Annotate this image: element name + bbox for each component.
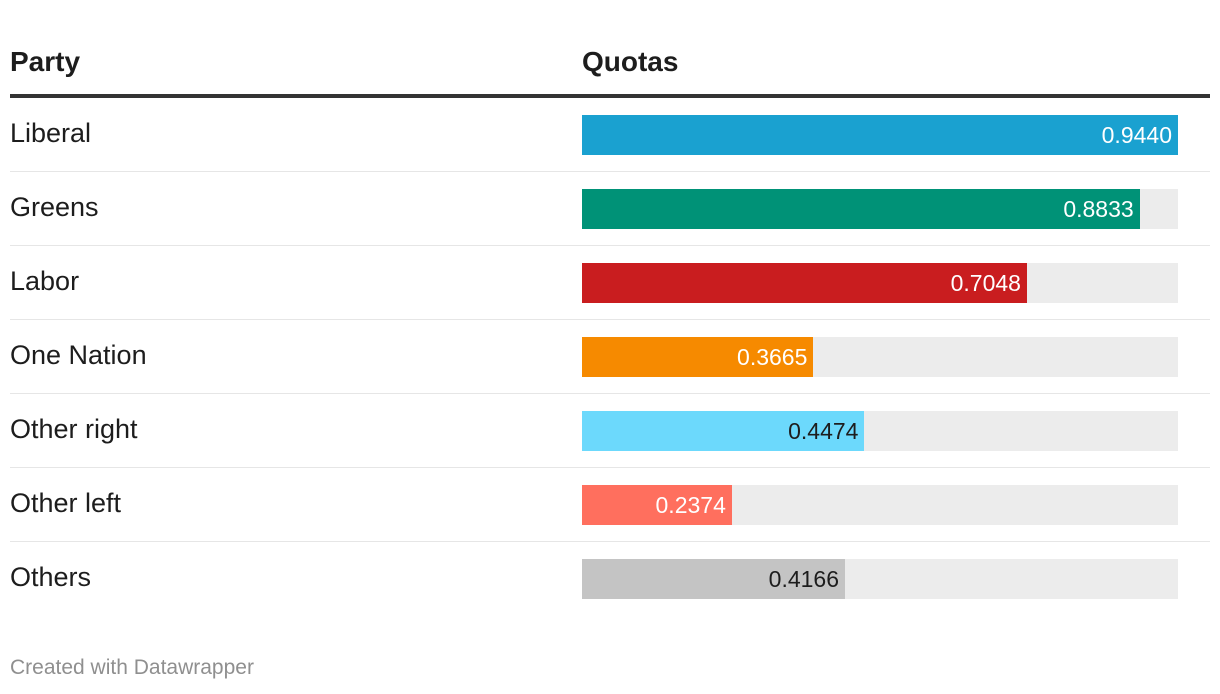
bar-value-label: 0.4166 <box>768 566 840 592</box>
header-quotas: Quotas <box>582 46 679 77</box>
bar-track: 0.8833 <box>582 189 1178 229</box>
table-row: Labor 0.7048 <box>10 246 1210 320</box>
party-label: Others <box>10 562 92 592</box>
bar: 0.7048 <box>582 263 1027 303</box>
bar: 0.8833 <box>582 189 1140 229</box>
table-header: Party Quotas <box>10 28 1210 98</box>
table-body: Liberal 0.9440 Greens 0.8833 Labor 0.7048 One … <box>10 98 1210 616</box>
table-row: Others 0.4166 <box>10 542 1210 616</box>
party-label: Other right <box>10 414 138 444</box>
bar: 0.4166 <box>582 559 846 599</box>
table-row: Greens 0.8833 <box>10 172 1210 246</box>
bar-track: 0.4166 <box>582 559 1178 599</box>
table-row: Liberal 0.9440 <box>10 98 1210 172</box>
bar-track: 0.9440 <box>582 115 1178 155</box>
bar-value-label: 0.2374 <box>655 492 726 518</box>
party-label: Greens <box>10 192 99 222</box>
table-row: Other right 0.4474 <box>10 394 1210 468</box>
party-label: Other left <box>10 488 122 518</box>
table-row: Other left 0.2374 <box>10 468 1210 542</box>
bar-value-label: 0.9440 <box>1101 122 1172 148</box>
bar-value-label: 0.3665 <box>737 344 808 370</box>
credit-footer: Created with Datawrapper <box>10 656 254 679</box>
bar-track: 0.4474 <box>582 411 1178 451</box>
table-row: One Nation 0.3665 <box>10 320 1210 394</box>
quotas-table: Party Quotas Liberal 0.9440 Greens 0.8833 La… <box>10 28 1210 616</box>
party-label: One Nation <box>10 340 147 370</box>
party-label: Liberal <box>10 118 92 148</box>
bar: 0.3665 <box>582 337 814 377</box>
bar-value-label: 0.8833 <box>1063 196 1134 222</box>
bar: 0.2374 <box>582 485 732 525</box>
bar: 0.9440 <box>582 115 1178 155</box>
bar-value-label: 0.7048 <box>950 270 1021 296</box>
bar-track: 0.7048 <box>582 263 1178 303</box>
header-party: Party <box>10 46 81 77</box>
bar-track: 0.3665 <box>582 337 1178 377</box>
party-label: Labor <box>10 266 80 296</box>
bar-value-label: 0.4474 <box>788 418 859 444</box>
bar: 0.4474 <box>582 411 865 451</box>
bar-track: 0.2374 <box>582 485 1178 525</box>
